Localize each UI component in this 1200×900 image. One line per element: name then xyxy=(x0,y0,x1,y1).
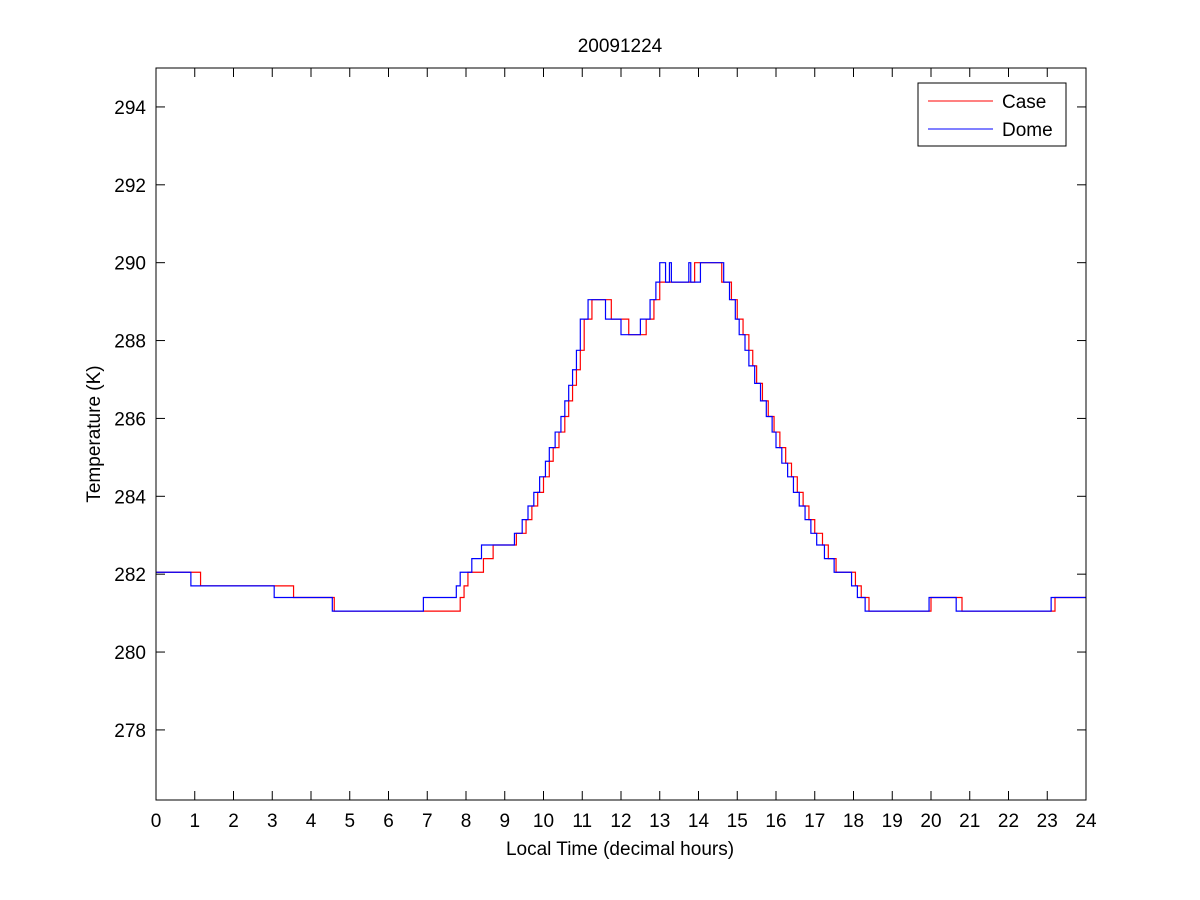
x-tick-label: 11 xyxy=(572,811,592,832)
x-tick-label: 8 xyxy=(461,811,472,832)
legend: Case Dome xyxy=(917,82,1067,147)
axes-layer: 0 1 2 3 4 5 6 7 8 9 10 11 12 13 14 15 16 17 18 19 20 21 22 23 24… xyxy=(114,67,1097,832)
x-tick-label: 6 xyxy=(383,811,394,832)
plot-area xyxy=(156,68,1086,800)
x-tick-label: 20 xyxy=(920,811,941,832)
y-tick-label: 292 xyxy=(114,176,146,197)
x-tick-label: 0 xyxy=(151,811,162,832)
x-tick-label: 7 xyxy=(422,811,433,832)
y-tick-label: 286 xyxy=(114,409,146,430)
y-tick-label: 290 xyxy=(114,254,146,275)
y-tick-label: 278 xyxy=(114,721,146,742)
x-tick-label: 2 xyxy=(228,811,239,832)
x-tick-label: 21 xyxy=(959,811,980,832)
y-tick-label: 284 xyxy=(114,487,146,508)
x-tick-label: 3 xyxy=(267,811,278,832)
x-tick-label: 19 xyxy=(882,811,903,832)
x-tick-label: 22 xyxy=(998,811,1019,832)
x-tick-label: 18 xyxy=(843,811,864,832)
series-line-dome xyxy=(156,262,1086,612)
legend-box xyxy=(917,82,1067,147)
series-layer xyxy=(156,262,1086,612)
x-tick-label: 17 xyxy=(804,811,825,832)
x-tick-label: 9 xyxy=(499,811,510,832)
x-tick-label: 14 xyxy=(688,811,710,832)
x-tick-label: 13 xyxy=(649,811,670,832)
x-tick-label: 15 xyxy=(727,811,748,832)
x-tick-label: 16 xyxy=(765,811,786,832)
x-tick-label: 1 xyxy=(189,811,200,832)
legend-label-dome: Dome xyxy=(1002,120,1053,141)
chart-title: 20091224 xyxy=(578,36,663,57)
x-tick-label: 24 xyxy=(1075,811,1097,832)
x-tick-label: 23 xyxy=(1037,811,1058,832)
y-tick-label: 280 xyxy=(114,643,146,664)
y-tick-label: 294 xyxy=(114,98,146,119)
x-tick-label: 5 xyxy=(344,811,355,832)
y-tick-label: 282 xyxy=(114,565,146,586)
legend-label-case: Case xyxy=(1002,92,1046,113)
x-axis-label: Local Time (decimal hours) xyxy=(506,839,734,860)
y-tick-label: 288 xyxy=(114,332,146,353)
x-tick-label: 4 xyxy=(306,811,317,832)
plot-background xyxy=(156,68,1086,800)
x-tick-label: 10 xyxy=(533,811,554,832)
x-tick-label: 12 xyxy=(610,811,631,832)
y-axis-label: Temperature (K) xyxy=(84,365,105,502)
